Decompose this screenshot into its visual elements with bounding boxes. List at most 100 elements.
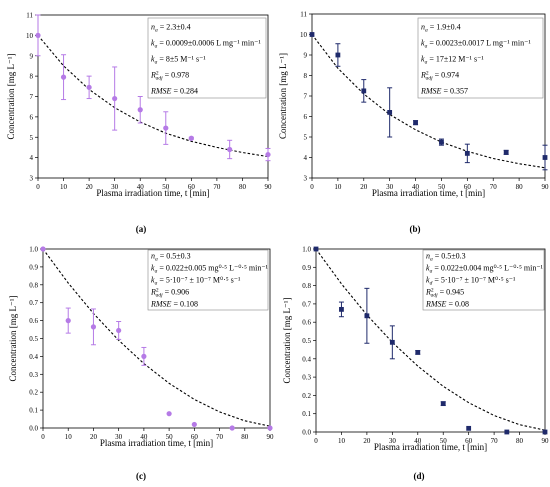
annotation-symbol: RMSE [425,300,447,309]
y-tick-label: 5 [30,134,34,142]
x-tick-label: 70 [216,433,224,441]
data-point [35,32,41,38]
x-tick-label: 70 [490,183,498,191]
annotation-sub: a [155,281,158,287]
x-tick-label: 30 [389,437,397,445]
x-tick-label: 20 [86,183,94,191]
data-point [90,324,97,330]
y-tick-label: 10 [26,32,34,40]
x-tick-label: 90 [542,437,550,445]
panel-a: 0 10 20 30 40 50 60 70 80 90 3 4 5 6 7 8 9 10 11 Plasma irr… [6,12,272,235]
x-tick-label: 30 [386,183,394,191]
x-tick-label: 40 [140,433,148,441]
annotation-sup: 2 [426,71,429,77]
data-point [415,349,421,355]
x-tick-label: 30 [115,433,123,441]
annotation-value: = 5·10⁻⁷ ± 10⁻⁷ M⁰·⁵ s⁻¹ [432,276,516,285]
data-point [191,421,197,428]
annotation-sub: adj [431,293,439,299]
x-tick-label: 90 [542,183,550,191]
x-tick-label: 50 [440,437,448,445]
x-tick-label: 80 [239,183,247,191]
annotation-symbol: RMSE [150,300,172,309]
x-tick-label: 10 [65,433,73,441]
annotation-line: R2 adj = 0.906 [150,288,189,299]
x-tick-label: 60 [464,183,472,191]
data-point [387,110,393,115]
data-point [137,107,143,113]
x-tick-label: 20 [360,183,368,191]
data-point [466,425,472,431]
annotation-sub: a [155,269,158,275]
y-tick-label: 0.9 [302,264,311,272]
annotation-value: = 17±12 M⁻¹ s⁻¹ [427,55,484,64]
y-tick-label: 0.4 [29,353,38,361]
data-point [503,149,509,155]
annotation-value: = 0.974 [433,71,460,80]
y-tick-label: 0.3 [302,374,311,382]
annotation-symbol: R [425,288,431,297]
annotation-value: = 0.022±0.004 mg⁰·⁵ L⁻⁰·⁵ min⁻¹ [432,264,543,273]
panel-d: 0 10 20 30 40 50 60 70 80 90 0.0 0.1 0.2 0.3 0.4 0.5 0.6… [282,246,549,482]
y-tick-label: 9 [30,52,34,60]
y-axis-label: Concentration [mg L⁻¹] [282,298,292,384]
x-tick-label: 80 [516,183,524,191]
annotation-sub: adj [156,293,164,299]
x-tick-label: 80 [516,437,524,445]
annotation-sub: a [425,60,428,66]
y-tick-label: 0.2 [29,389,38,397]
y-tick-label: 0.8 [302,282,311,290]
data-point [335,52,341,58]
x-tick-label: 0 [36,183,40,191]
annotation-line: ka = 8±5 M⁻¹ s⁻¹ [151,55,206,66]
annotation-value: = 0.945 [438,288,465,297]
annotation-symbol: n [151,252,155,261]
data-point [265,151,271,158]
annotation-sub: a [155,60,158,66]
annotation-symbol: R [420,71,426,80]
annotation-value: = 0.5±0.3 [433,252,466,261]
fit-curve [311,34,546,169]
annotation-line: na = 1.9±0.4 [421,23,461,34]
annotation-box [147,17,267,99]
data-point [116,327,122,334]
annotation-value: = 8±5 M⁻¹ s⁻¹ [157,55,206,64]
annotation-symbol: n [426,252,430,261]
annotation-sub: a [425,28,428,34]
data-point [504,429,510,435]
annotation-sub: a [430,257,433,263]
y-tick-label: 0.6 [302,319,311,327]
annotation-line: RMSE = 0.08 [425,300,469,309]
x-tick-label: 20 [363,437,371,445]
annotation-line: R2 adj = 0.978 [150,71,189,82]
annotation-box [417,17,544,99]
x-tick-label: 10 [338,437,346,445]
y-tick-label: 3 [30,175,34,183]
y-axis-label: Concentration [mg L⁻¹] [6,54,16,140]
annotation-symbol: k [151,276,155,285]
annotation-value: = 0.108 [171,300,198,309]
y-tick-label: 0.0 [29,425,38,433]
x-axis-label: Plasma irradiation time, t [min] [374,442,487,452]
annotation-sup: 2 [156,71,159,77]
y-tick-label: 0.5 [302,337,311,345]
annotation-symbol: k [151,39,155,48]
annotation-symbol: n [421,23,425,32]
annotation-symbol: k [151,55,155,64]
annotation-symbol: k [426,276,430,285]
annotation-line: R2 adj = 0.945 [425,288,464,299]
data-point [439,139,444,145]
y-tick-label: 0.2 [302,392,311,400]
data-point [413,120,418,126]
annotation-line: RMSE = 0.357 [420,87,468,96]
x-tick-label: 50 [438,183,446,191]
x-tick-label: 80 [241,433,249,441]
y-tick-label: 9 [304,52,308,60]
y-tick-label: 10 [300,31,308,39]
y-tick-label: 7 [304,93,308,101]
data-point [440,401,446,407]
fit-curve [315,248,546,431]
annotation-line: ka = 0.022±0.005 mg⁰·⁵ L⁻⁰·⁵ min⁻¹ [151,264,269,275]
annotation-symbol: RMSE [150,87,172,96]
